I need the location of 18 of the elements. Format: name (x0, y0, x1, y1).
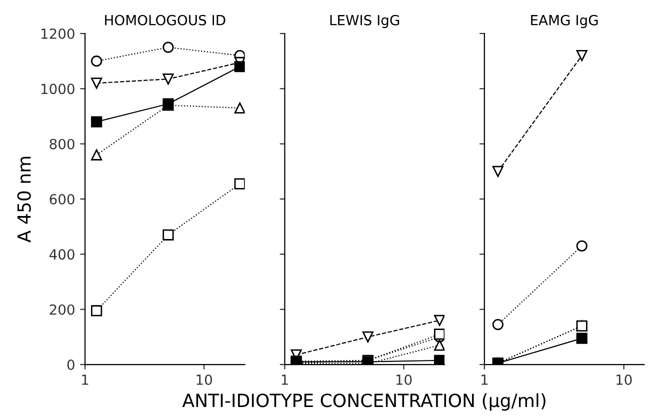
x-axis-title: ANTI-IDIOTYPE CONCENTRATION (μg/ml) (182, 393, 546, 411)
y-tick-label: 1000 (41, 84, 74, 94)
y-tick-label: 1200 (41, 28, 74, 39)
x-tick-label: 10 (396, 374, 412, 386)
x-tick-label: 1 (482, 374, 488, 385)
chart-title: EAMG IgG (531, 14, 598, 28)
y-tick-label: 0 (67, 360, 74, 370)
y-tick-label: 400 (49, 249, 74, 260)
chart-title: HOMOLOGOUS ID (105, 14, 226, 26)
x-tick-label: 10 (616, 374, 632, 386)
x-tick-label: 1 (282, 374, 288, 385)
x-tick-label: 1 (82, 374, 88, 385)
y-tick-label: 600 (50, 194, 74, 204)
y-axis-title: A 450 nm (17, 156, 31, 243)
x-tick-label: 10 (196, 374, 212, 386)
chart-title: LEWIS IgG (330, 14, 400, 28)
y-tick-label: 800 (50, 138, 74, 150)
y-tick-label: 200 (50, 304, 74, 315)
